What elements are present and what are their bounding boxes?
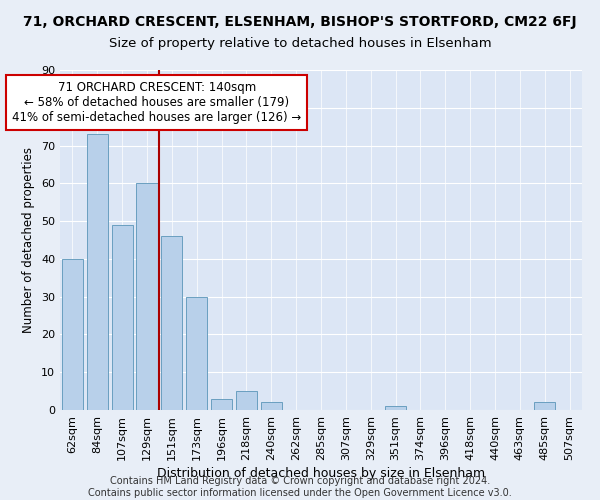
Bar <box>112 225 133 410</box>
Text: Contains HM Land Registry data © Crown copyright and database right 2024.
Contai: Contains HM Land Registry data © Crown c… <box>88 476 512 498</box>
X-axis label: Distribution of detached houses by size in Elsenham: Distribution of detached houses by size … <box>157 467 485 480</box>
Bar <box>385 406 406 410</box>
Text: Size of property relative to detached houses in Elsenham: Size of property relative to detached ho… <box>109 38 491 51</box>
Bar <box>62 259 83 410</box>
Bar <box>186 296 207 410</box>
Bar <box>211 398 232 410</box>
Y-axis label: Number of detached properties: Number of detached properties <box>22 147 35 333</box>
Bar <box>236 391 257 410</box>
Bar <box>161 236 182 410</box>
Text: 71, ORCHARD CRESCENT, ELSENHAM, BISHOP'S STORTFORD, CM22 6FJ: 71, ORCHARD CRESCENT, ELSENHAM, BISHOP'S… <box>23 15 577 29</box>
Bar <box>534 402 555 410</box>
Bar <box>261 402 282 410</box>
Text: 71 ORCHARD CRESCENT: 140sqm
← 58% of detached houses are smaller (179)
41% of se: 71 ORCHARD CRESCENT: 140sqm ← 58% of det… <box>13 82 302 124</box>
Bar <box>136 184 158 410</box>
Bar <box>87 134 108 410</box>
